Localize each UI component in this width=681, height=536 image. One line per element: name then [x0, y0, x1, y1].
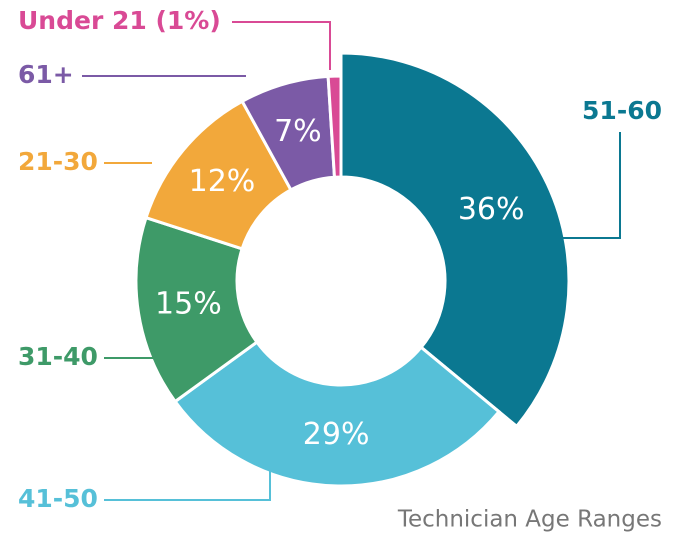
value-label: 29%: [303, 417, 370, 452]
leader-line: [558, 132, 621, 239]
donut-slice: [173, 340, 502, 488]
value-label: 7%: [274, 114, 322, 149]
category-label: 61+: [18, 60, 74, 89]
chart-title: Technician Age Ranges: [397, 507, 662, 533]
donut-slice: [339, 51, 571, 429]
value-label: 15%: [155, 287, 222, 322]
donut-slice: [134, 215, 259, 404]
value-label: 36%: [458, 192, 525, 227]
category-label: 31-40: [18, 342, 98, 371]
category-label: 41-50: [18, 484, 98, 513]
category-label: 21-30: [18, 147, 98, 176]
donut-slice: [326, 74, 343, 179]
value-label: 12%: [189, 164, 256, 199]
leader-line: [232, 21, 331, 70]
leader-line: [104, 466, 271, 501]
category-label: Under 21 (1%): [18, 6, 221, 35]
category-label: 51-60: [582, 96, 662, 125]
